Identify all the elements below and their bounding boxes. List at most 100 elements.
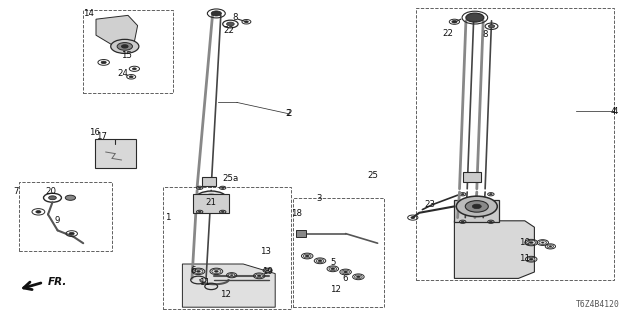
Circle shape [527, 240, 536, 245]
Bar [293, 198, 384, 307]
Text: 10: 10 [519, 238, 531, 247]
Circle shape [264, 269, 271, 272]
Circle shape [490, 221, 492, 222]
Circle shape [212, 269, 221, 274]
Bar [163, 187, 291, 309]
Text: 21: 21 [205, 198, 217, 207]
Circle shape [36, 211, 41, 213]
Bar [83, 10, 173, 93]
Circle shape [202, 194, 221, 204]
Text: 4: 4 [613, 107, 618, 116]
Text: 22: 22 [223, 26, 235, 35]
Text: 8: 8 [233, 13, 238, 22]
Circle shape [547, 245, 554, 248]
Polygon shape [96, 15, 138, 45]
Text: 3: 3 [316, 194, 321, 203]
Circle shape [529, 242, 533, 244]
Circle shape [541, 242, 544, 243]
Circle shape [69, 232, 74, 235]
Text: 2: 2 [287, 109, 292, 118]
Text: 19: 19 [262, 267, 273, 276]
Text: 20: 20 [45, 187, 57, 196]
Circle shape [331, 268, 335, 270]
Circle shape [65, 195, 76, 200]
Text: 6: 6 [343, 274, 348, 283]
Circle shape [318, 260, 322, 262]
Text: 9: 9 [55, 216, 60, 225]
Bar [95, 139, 136, 168]
Text: 25: 25 [367, 171, 378, 180]
Text: 16: 16 [89, 128, 100, 137]
Text: 14: 14 [83, 9, 94, 18]
Text: T6Z4B4120: T6Z4B4120 [575, 300, 620, 309]
Circle shape [342, 270, 349, 274]
Text: 24: 24 [117, 69, 129, 78]
Circle shape [207, 179, 211, 181]
Circle shape [472, 204, 481, 209]
Circle shape [211, 11, 221, 16]
Circle shape [129, 76, 133, 78]
Circle shape [490, 194, 492, 195]
Circle shape [527, 257, 535, 261]
Text: 11: 11 [519, 254, 531, 263]
Polygon shape [202, 177, 216, 186]
Circle shape [221, 187, 224, 188]
Circle shape [255, 274, 263, 278]
Text: 5: 5 [330, 258, 335, 267]
Circle shape [329, 267, 337, 271]
Bar [19, 182, 112, 251]
Bar [416, 8, 614, 280]
Circle shape [549, 246, 552, 247]
Bar [193, 194, 229, 213]
Text: 18: 18 [291, 209, 303, 218]
Circle shape [452, 20, 457, 23]
Circle shape [221, 211, 224, 212]
Circle shape [456, 196, 497, 217]
Polygon shape [454, 221, 534, 278]
Circle shape [257, 275, 261, 277]
Circle shape [132, 68, 136, 70]
Circle shape [194, 269, 203, 274]
Circle shape [122, 45, 128, 48]
Circle shape [355, 275, 362, 279]
Text: 8: 8 [483, 30, 488, 39]
Circle shape [198, 211, 201, 212]
Circle shape [196, 270, 200, 272]
Circle shape [344, 271, 348, 273]
Polygon shape [182, 264, 275, 307]
Circle shape [111, 39, 139, 53]
Circle shape [539, 241, 547, 244]
Text: 1: 1 [165, 213, 170, 222]
Circle shape [49, 196, 56, 200]
Text: 25a: 25a [222, 174, 239, 183]
Text: FR.: FR. [48, 277, 67, 287]
Text: 17: 17 [95, 132, 107, 141]
Text: 6: 6 [191, 266, 196, 275]
Circle shape [411, 217, 415, 219]
Circle shape [305, 255, 309, 257]
Circle shape [230, 275, 233, 276]
Circle shape [244, 21, 248, 23]
Text: 2: 2 [285, 109, 291, 118]
Polygon shape [463, 172, 481, 182]
Text: 23: 23 [424, 200, 436, 209]
Circle shape [488, 25, 495, 28]
Polygon shape [296, 230, 306, 237]
Text: 12: 12 [330, 285, 342, 294]
Text: 11: 11 [199, 278, 211, 287]
Text: 12: 12 [220, 290, 231, 299]
Circle shape [101, 61, 106, 64]
Circle shape [470, 176, 474, 178]
Circle shape [266, 270, 269, 271]
Text: 15: 15 [121, 52, 132, 60]
Circle shape [461, 194, 464, 195]
Text: 22: 22 [442, 29, 454, 38]
Circle shape [195, 191, 227, 207]
Circle shape [198, 187, 201, 188]
Circle shape [461, 221, 464, 222]
Circle shape [303, 254, 311, 258]
Circle shape [117, 43, 132, 50]
Circle shape [466, 13, 484, 22]
Text: 13: 13 [260, 247, 271, 256]
Circle shape [207, 197, 215, 201]
